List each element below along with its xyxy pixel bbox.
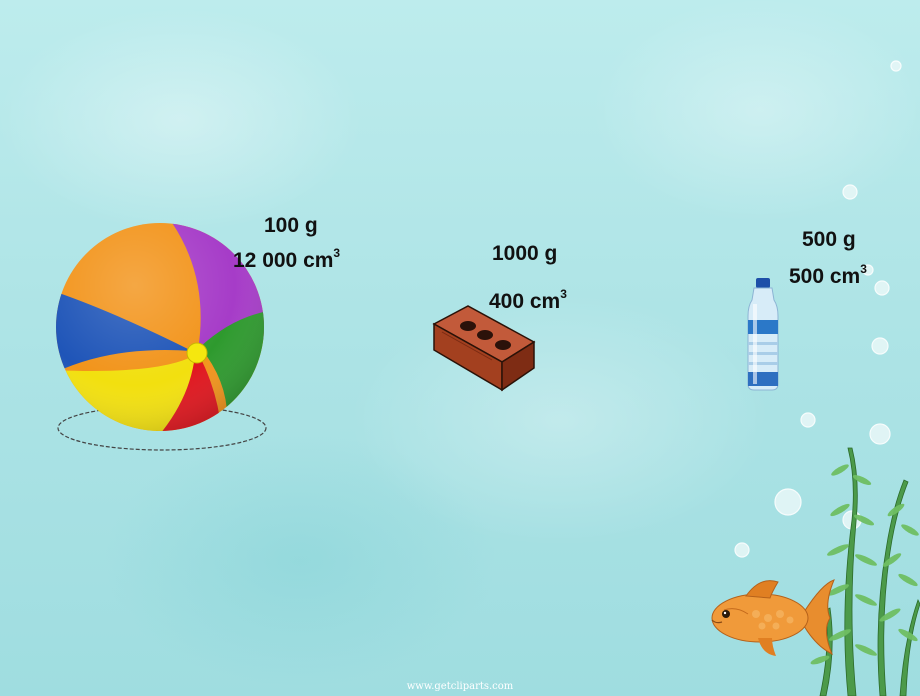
seaweed-icon bbox=[810, 447, 920, 696]
ball-volume-exponent: 3 bbox=[333, 246, 341, 260]
brick-volume-exponent: 3 bbox=[560, 287, 567, 301]
beach-ball-icon bbox=[56, 223, 267, 451]
brick-volume-value: 400 cm bbox=[489, 290, 561, 313]
goldfish-icon bbox=[711, 579, 835, 656]
ball-volume-value: 12 000 cm bbox=[233, 249, 334, 272]
credit-text: www.getcliparts.com bbox=[406, 681, 514, 692]
bottle-volume-label: 500 cm3 bbox=[789, 259, 867, 289]
brick-icon bbox=[432, 305, 536, 392]
ball-volume-label: 12 000 cm3 bbox=[233, 243, 340, 273]
water-bottle-icon bbox=[747, 278, 779, 391]
bottle-volume-value: 500 cm bbox=[789, 265, 861, 288]
brick-mass-label: 1000 g bbox=[492, 242, 558, 265]
bottle-volume-exponent: 3 bbox=[860, 262, 867, 276]
bottle-mass-label: 500 g bbox=[802, 228, 856, 251]
bubble-icon bbox=[734, 60, 902, 558]
ball-mass-label: 100 g bbox=[264, 214, 318, 237]
brick-volume-label: 400 cm3 bbox=[489, 284, 567, 314]
